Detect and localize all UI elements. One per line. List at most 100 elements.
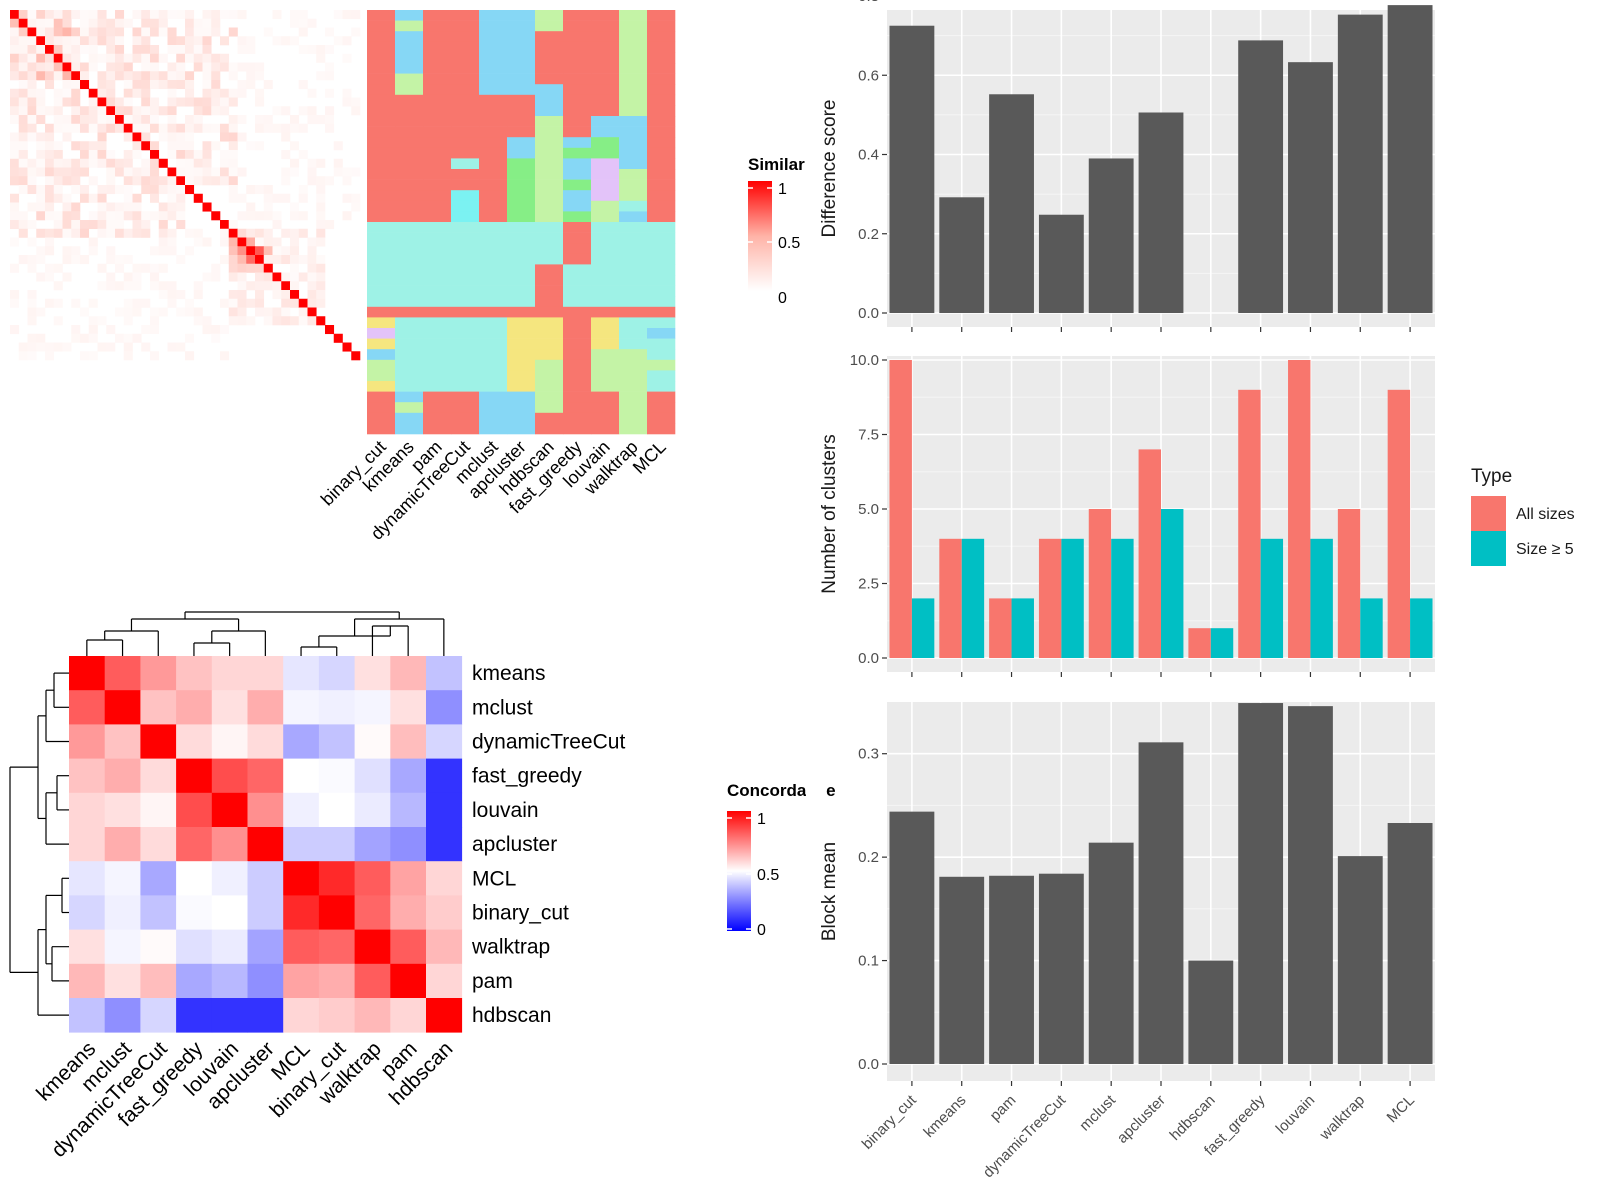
- similarity-cell: [71, 10, 81, 20]
- similarity-cell: [53, 342, 63, 352]
- similarity-cell: [27, 263, 37, 273]
- annotation-cell: [367, 137, 396, 149]
- bar: [1161, 509, 1184, 658]
- similarity-cell: [123, 316, 133, 326]
- similarity-legend-colorbar: [748, 181, 772, 291]
- similarity-cell: [80, 150, 90, 160]
- annotation-cell: [423, 306, 452, 318]
- annotation-cell: [647, 63, 676, 74]
- similarity-cell: [237, 193, 247, 203]
- annotation-cell: [591, 222, 620, 233]
- bar: [889, 25, 935, 313]
- annotation-cell: [619, 200, 648, 212]
- similarity-cell: [71, 36, 81, 46]
- similarity-cell: [263, 115, 273, 125]
- similarity-cell: [88, 106, 98, 116]
- similarity-cell: [167, 88, 177, 98]
- similarity-cell: [193, 237, 203, 247]
- similarity-cell: [185, 36, 195, 46]
- similarity-cell: [263, 185, 273, 195]
- similarity-cell: [202, 45, 212, 55]
- annotation-cell: [423, 31, 452, 43]
- similarity-cell: [115, 53, 125, 63]
- similarity-cell: [10, 158, 20, 168]
- similarity-cell: [106, 325, 116, 335]
- similarity-cell: [255, 185, 265, 195]
- similarity-cell: [150, 325, 160, 335]
- annotation-cell: [423, 338, 452, 350]
- annotation-cell: [591, 359, 620, 371]
- annotation-cell: [395, 264, 424, 276]
- similarity-cell: [141, 176, 151, 186]
- similarity-cell: [150, 176, 160, 186]
- similarity-cell: [10, 193, 20, 203]
- similarity-cell: [88, 53, 98, 63]
- similarity-cell: [237, 88, 247, 98]
- similarity-cell: [45, 123, 55, 133]
- similarity-cell: [123, 167, 133, 177]
- annotation-cell: [507, 211, 536, 223]
- similarity-cell: [88, 45, 98, 55]
- similarity-cell: [202, 202, 212, 212]
- similarity-cell: [298, 307, 308, 317]
- similarity-cell: [45, 167, 55, 177]
- similarity-cell: [316, 193, 326, 203]
- similarity-cell: [27, 53, 37, 63]
- similarity-cell: [62, 88, 72, 98]
- annotation-cell: [647, 158, 676, 170]
- similarity-cell: [106, 45, 116, 55]
- similarity-cell: [237, 307, 247, 317]
- similarity-cell: [263, 255, 273, 265]
- concordance-cell: [247, 656, 284, 691]
- similarity-cell: [228, 290, 238, 300]
- similarity-cell: [53, 18, 63, 28]
- concordance-cell: [390, 861, 427, 896]
- annotation-cell: [423, 10, 452, 21]
- similarity-cell: [167, 97, 177, 107]
- annotation-cell: [395, 306, 424, 318]
- similarity-cell: [176, 132, 186, 142]
- concordance-row-label: mclust: [472, 696, 533, 719]
- similarity-cell: [10, 115, 20, 125]
- x-tick-label: pam: [987, 1092, 1020, 1125]
- annotation-cell: [619, 317, 648, 329]
- similarity-cell: [106, 150, 116, 160]
- concordance-cell: [283, 929, 320, 965]
- annotation-cell: [507, 169, 536, 180]
- similarity-cell: [176, 211, 186, 221]
- similarity-cell: [246, 202, 256, 212]
- similarity-cell: [97, 71, 107, 81]
- similarity-cell: [228, 115, 238, 125]
- annotation-cell: [647, 222, 676, 233]
- annotation-cell: [451, 179, 480, 191]
- annotation-cell: [563, 264, 592, 276]
- similarity-cell: [150, 185, 160, 195]
- annotation-cell: [535, 158, 564, 170]
- similarity-cell: [307, 45, 317, 55]
- similarity-cell: [228, 123, 238, 133]
- annotation-cell: [647, 41, 676, 53]
- similarity-cell: [290, 158, 300, 168]
- similarity-cell: [325, 176, 335, 186]
- concordance-cell: [283, 792, 320, 828]
- annotation-cell: [395, 147, 424, 159]
- similarity-cell: [71, 158, 81, 168]
- similarity-cell: [106, 167, 116, 177]
- annotation-cell: [423, 169, 452, 180]
- similarity-cell: [316, 316, 326, 326]
- similarity-cell: [176, 123, 186, 133]
- similarity-cell: [333, 36, 343, 46]
- annotation-cell: [479, 200, 508, 212]
- annotation-cell: [563, 306, 592, 318]
- similarity-cell: [193, 45, 203, 55]
- similarity-cell: [281, 246, 291, 256]
- similarity-cell: [36, 71, 46, 81]
- concordance-cell: [247, 895, 284, 930]
- annotation-cell: [507, 73, 536, 85]
- similarity-cell: [27, 62, 37, 72]
- similarity-cell: [263, 246, 273, 256]
- concordance-cell: [247, 861, 284, 896]
- similarity-cell: [80, 307, 90, 317]
- annotation-cell: [367, 412, 396, 424]
- similarity-cell: [18, 141, 28, 151]
